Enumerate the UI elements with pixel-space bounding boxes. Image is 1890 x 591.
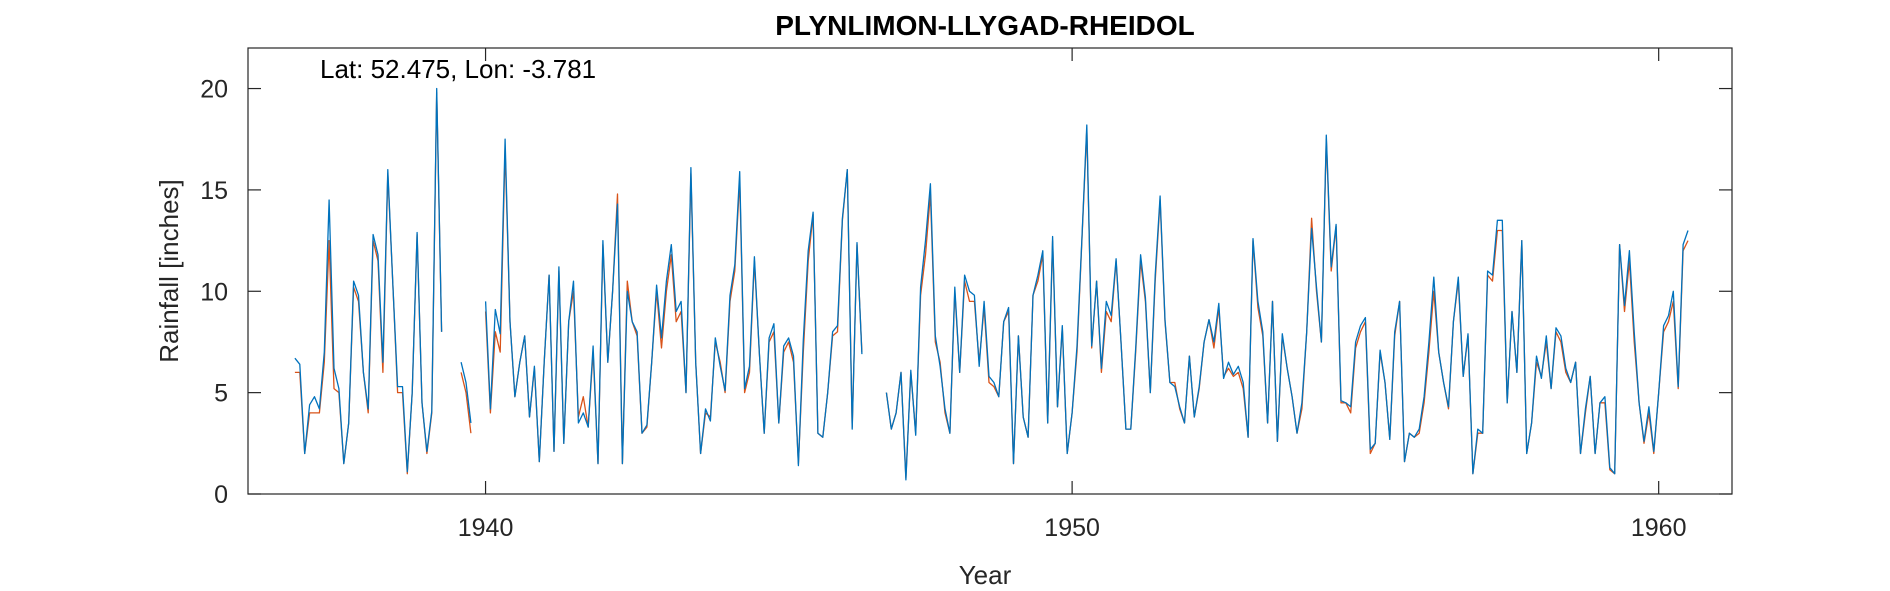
x-axis-label: Year: [959, 560, 1012, 590]
y-axis-label: Rainfall [inches]: [154, 179, 184, 363]
tick-layer: 1940 1950 1960 0 5 10 15 20: [200, 48, 1732, 542]
y-tick-label: 15: [200, 177, 228, 205]
chart-title: PLYNLIMON-LLYGAD-RHEIDOL: [775, 10, 1195, 41]
y-tick-label: 20: [200, 76, 228, 104]
series-line-1: [294, 91, 1689, 479]
y-tick-label: 0: [214, 481, 228, 509]
plot-frame: [247, 47, 1733, 495]
x-tick-label: 1960: [1631, 514, 1687, 542]
series-line-2: [294, 87, 1689, 481]
y-tick-label: 5: [214, 380, 228, 408]
x-tick-label: 1940: [458, 514, 514, 542]
series-layer: [294, 87, 1689, 481]
location-annotation: Lat: 52.475, Lon: -3.781: [320, 54, 596, 84]
x-tick-label: 1950: [1044, 514, 1100, 542]
y-tick-label: 10: [200, 278, 228, 306]
